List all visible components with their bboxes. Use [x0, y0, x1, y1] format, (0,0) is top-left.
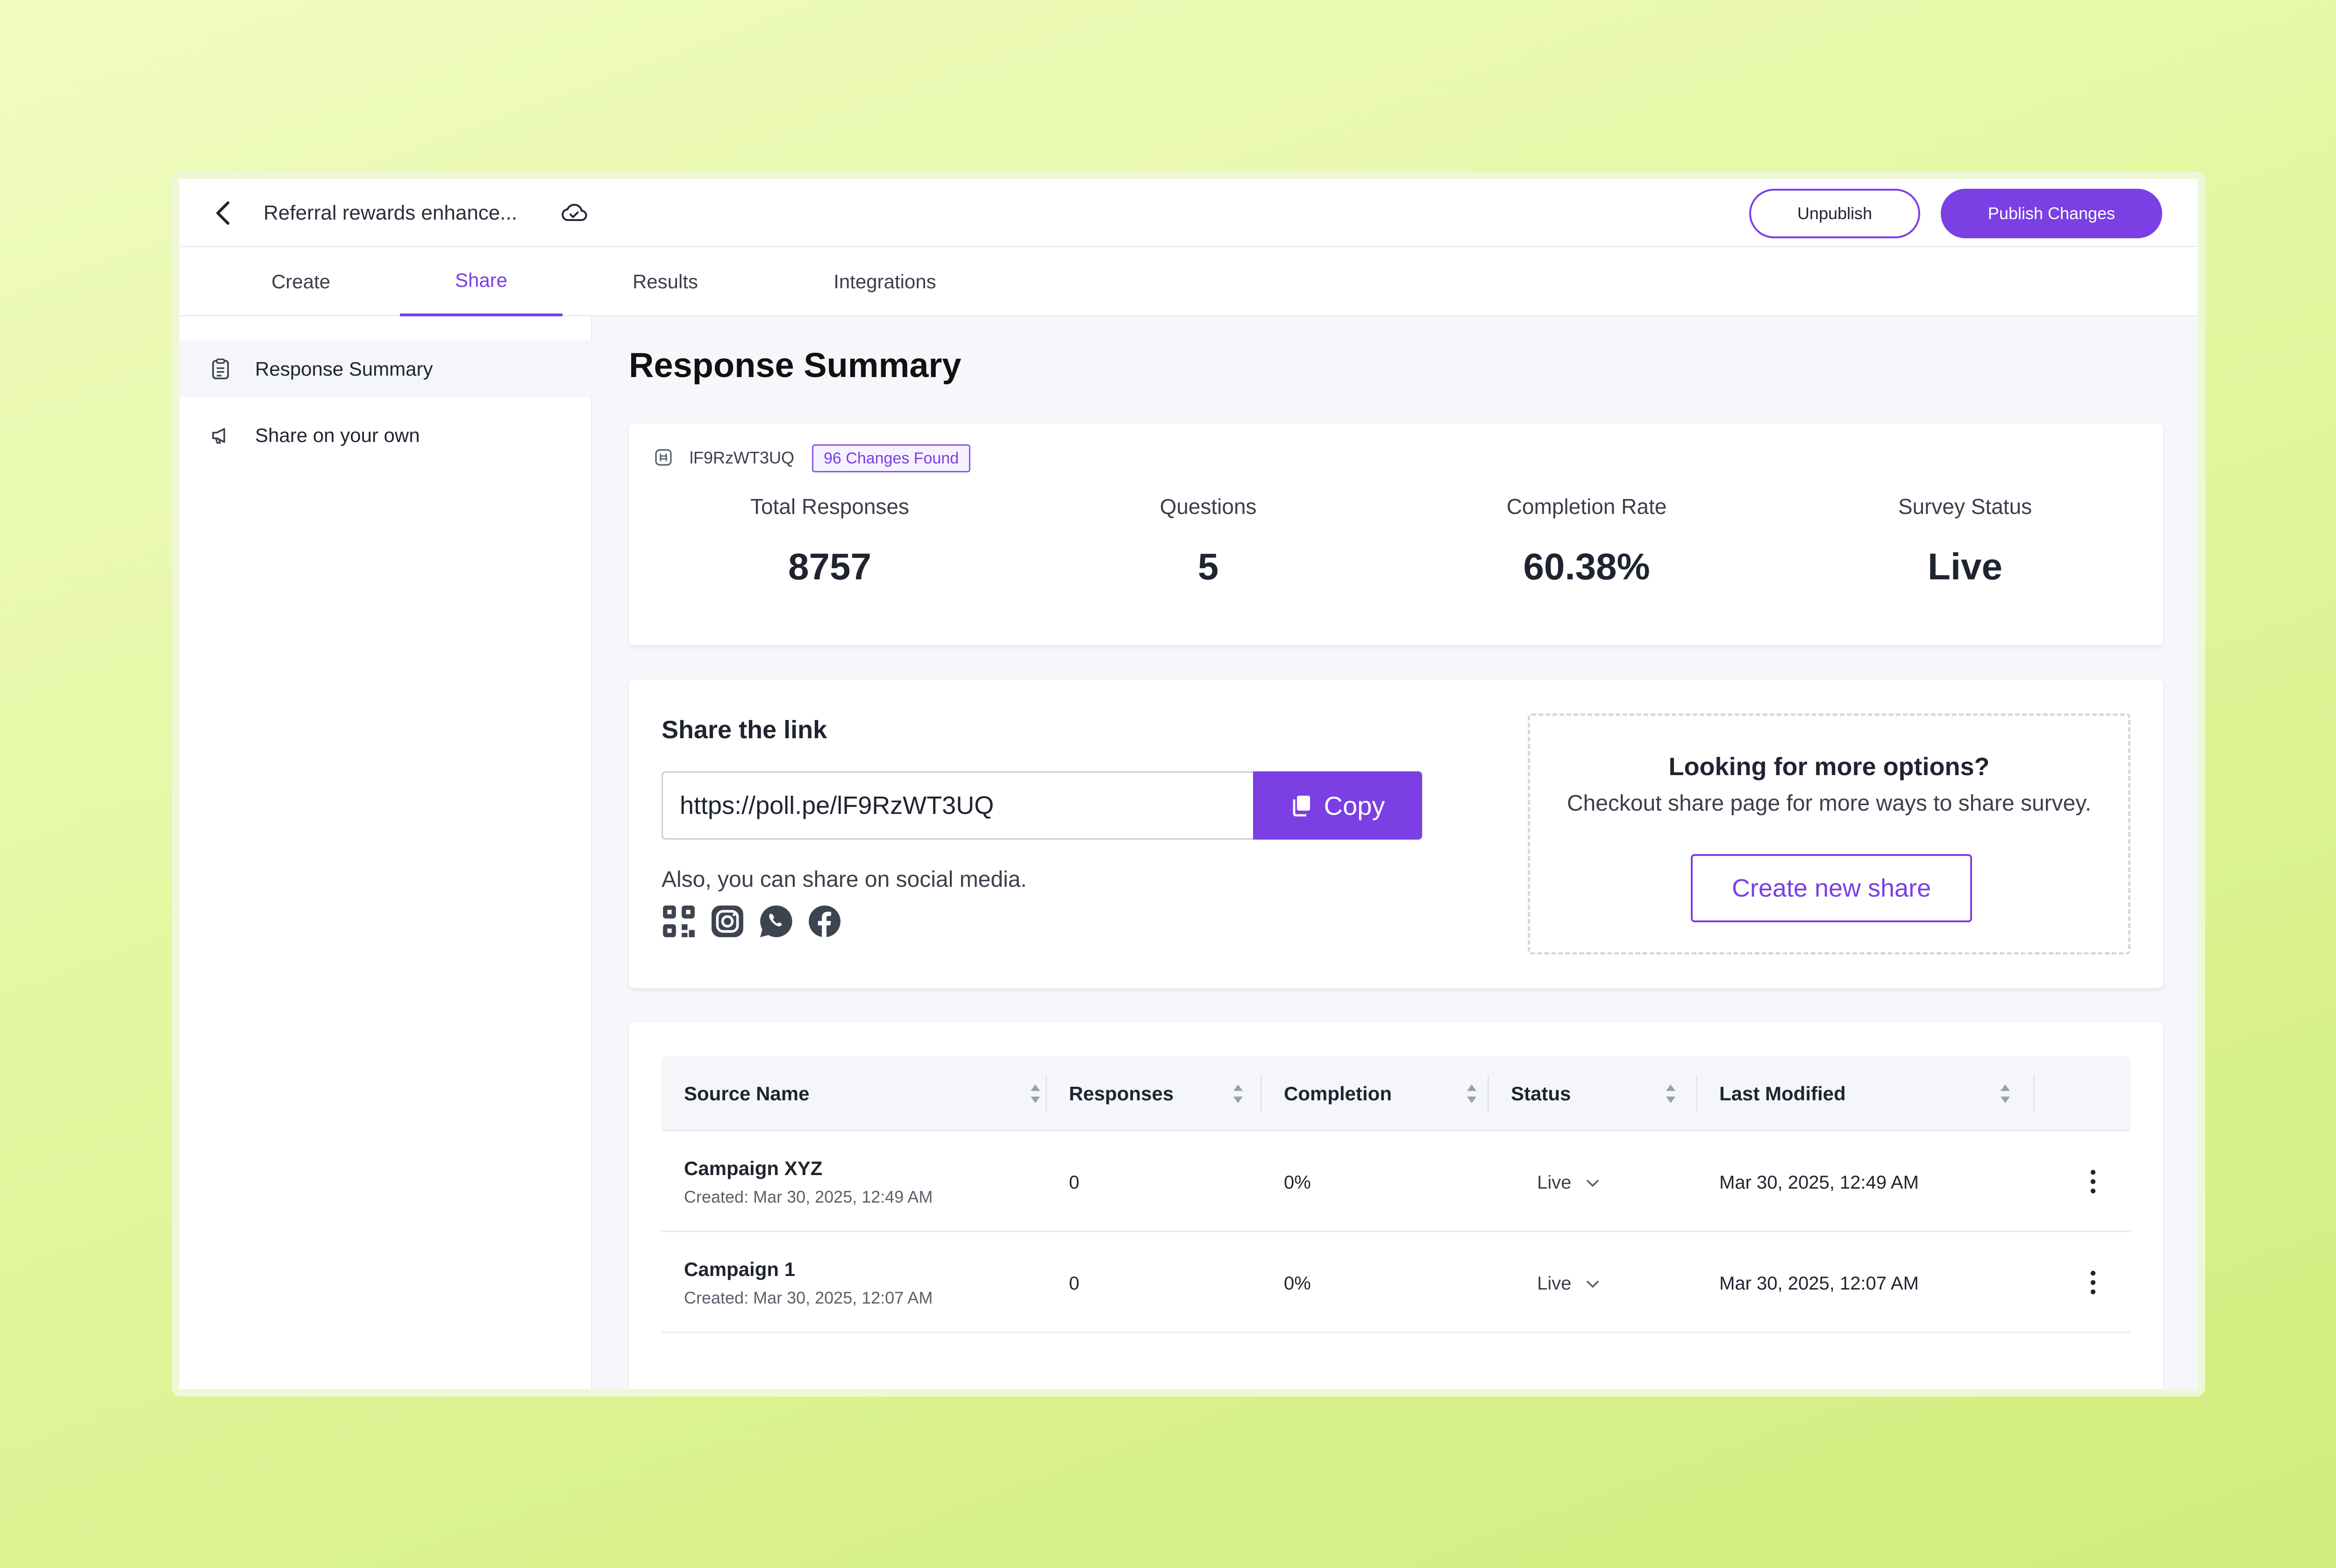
create-new-share-button[interactable]: Create new share — [1691, 854, 1972, 922]
column-status[interactable]: Status — [1511, 1056, 1698, 1131]
column-divider — [1261, 1075, 1262, 1112]
stat-completion-rate: Completion Rate 60.38% — [1400, 494, 1773, 588]
copy-link-button[interactable]: Copy — [1253, 771, 1422, 840]
row-actions-button[interactable] — [2079, 1268, 2107, 1297]
row-actions-button[interactable] — [2079, 1167, 2107, 1197]
top-bar: Referral rewards enhance... Unpublish Pu… — [179, 179, 2198, 247]
status-dropdown[interactable]: Live — [1537, 1172, 1600, 1193]
stat-value: Live — [1927, 546, 2003, 587]
completion-value: 0% — [1284, 1172, 1311, 1193]
tab-create[interactable]: Create — [271, 271, 331, 292]
sidebar-item-share-on-your-own[interactable]: Share on your own — [179, 407, 592, 464]
app-window: Referral rewards enhance... Unpublish Pu… — [179, 179, 2198, 1389]
chevron-down-icon — [1587, 1179, 1599, 1187]
tab-bar: Create Share Results Integrations — [179, 247, 2198, 316]
qr-code-icon[interactable] — [662, 904, 696, 939]
column-divider — [2033, 1075, 2035, 1112]
source-name: Campaign 1 — [684, 1258, 796, 1280]
stat-value: 5 — [1197, 546, 1219, 587]
column-divider — [1488, 1075, 1489, 1112]
stat-label: Questions — [1160, 494, 1257, 519]
chevron-down-icon — [1587, 1280, 1599, 1288]
stat-total-responses: Total Responses 8757 — [643, 494, 1017, 588]
stat-questions: Questions 5 — [1021, 494, 1395, 588]
sidebar-item-response-summary[interactable]: Response Summary — [179, 341, 592, 398]
source-name: Campaign XYZ — [684, 1157, 823, 1179]
main-content: Response Summary lF9RzWT3UQ 96 Changes F… — [592, 316, 2198, 1389]
sort-icon — [1233, 1084, 1243, 1103]
column-label: Completion — [1284, 1083, 1392, 1105]
stat-label: Total Responses — [750, 494, 910, 519]
social-text: Also, you can share on social media. — [662, 867, 1027, 892]
status-value: Live — [1537, 1273, 1572, 1294]
sort-icon — [1467, 1084, 1476, 1103]
last-modified-value: Mar 30, 2025, 12:49 AM — [1719, 1172, 1919, 1193]
stat-value: 60.38% — [1523, 546, 1650, 587]
changes-badge: 96 Changes Found — [812, 444, 971, 472]
share-link-input[interactable] — [662, 771, 1253, 840]
stat-label: Survey Status — [1898, 494, 2032, 519]
sort-icon — [1666, 1084, 1675, 1103]
instagram-icon[interactable] — [710, 904, 745, 939]
sidebar-item-label: Share on your own — [255, 424, 420, 446]
responses-value: 0 — [1069, 1172, 1080, 1193]
table-row: Campaign XYZ Created: Mar 30, 2025, 12:4… — [662, 1131, 2130, 1232]
window-frame: Referral rewards enhance... Unpublish Pu… — [172, 171, 2205, 1397]
more-vertical-icon — [2090, 1270, 2096, 1295]
column-last-modified[interactable]: Last Modified — [1719, 1056, 2028, 1131]
column-label: Responses — [1069, 1083, 1174, 1105]
clipboard-icon — [209, 358, 232, 380]
column-label: Last Modified — [1719, 1083, 1846, 1105]
megaphone-icon — [209, 424, 232, 447]
tab-share[interactable]: Share — [400, 247, 563, 316]
sort-icon — [1031, 1084, 1040, 1103]
stat-survey-status: Survey Status Live — [1778, 494, 2152, 588]
sidebar-item-label: Response Summary — [255, 358, 433, 380]
sort-icon — [2001, 1084, 2010, 1103]
whatsapp-icon[interactable] — [759, 904, 793, 939]
column-label: Source Name — [684, 1083, 810, 1105]
back-button[interactable] — [210, 200, 236, 226]
column-responses[interactable]: Responses — [1069, 1056, 1261, 1131]
responses-value: 0 — [1069, 1273, 1080, 1294]
unpublish-button[interactable]: Unpublish — [1749, 189, 1920, 238]
more-options-title: Looking for more options? — [1668, 753, 1990, 781]
last-modified-value: Mar 30, 2025, 12:07 AM — [1719, 1273, 1919, 1294]
stat-value: 8757 — [788, 546, 871, 587]
sidebar: Response Summary Share on your own — [179, 316, 592, 1389]
more-vertical-icon — [2090, 1169, 2096, 1194]
cloud-saved-icon — [559, 200, 589, 226]
social-icons — [662, 904, 842, 939]
facebook-icon[interactable] — [807, 904, 842, 939]
survey-title: Referral rewards enhance... — [264, 201, 517, 224]
survey-id-icon — [655, 449, 672, 466]
status-value: Live — [1537, 1172, 1572, 1193]
tab-integrations[interactable]: Integrations — [833, 271, 936, 292]
column-label: Status — [1511, 1083, 1571, 1105]
column-source-name[interactable]: Source Name — [684, 1056, 1048, 1131]
source-created: Created: Mar 30, 2025, 12:49 AM — [684, 1187, 933, 1206]
share-card: Share the link Copy Also, you can share … — [629, 680, 2163, 988]
summary-card: lF9RzWT3UQ 96 Changes Found Total Respon… — [629, 424, 2163, 645]
share-heading: Share the link — [662, 716, 827, 744]
copy-icon — [1293, 796, 1310, 817]
chevron-left-icon — [216, 201, 229, 225]
stat-label: Completion Rate — [1506, 494, 1667, 519]
table-header: Source Name Responses Completion — [662, 1056, 2130, 1131]
status-dropdown[interactable]: Live — [1537, 1273, 1600, 1294]
table-row: Campaign 1 Created: Mar 30, 2025, 12:07 … — [662, 1232, 2130, 1333]
survey-id: lF9RzWT3UQ — [690, 448, 794, 467]
source-created: Created: Mar 30, 2025, 12:07 AM — [684, 1288, 933, 1307]
more-options-subtitle: Checkout share page for more ways to sha… — [1567, 791, 2092, 816]
column-divider — [1046, 1075, 1047, 1112]
tab-results[interactable]: Results — [632, 271, 698, 292]
column-completion[interactable]: Completion — [1284, 1056, 1489, 1131]
sources-table-card: Source Name Responses Completion — [629, 1022, 2163, 1389]
page-title: Response Summary — [629, 346, 961, 385]
completion-value: 0% — [1284, 1273, 1311, 1294]
copy-label: Copy — [1324, 791, 1385, 820]
publish-changes-button[interactable]: Publish Changes — [1941, 189, 2162, 238]
more-options-box: Looking for more options? Checkout share… — [1528, 713, 2130, 955]
column-divider — [1696, 1075, 1697, 1112]
